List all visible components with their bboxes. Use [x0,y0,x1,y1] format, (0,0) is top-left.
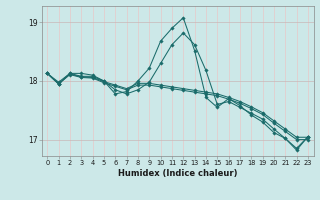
X-axis label: Humidex (Indice chaleur): Humidex (Indice chaleur) [118,169,237,178]
